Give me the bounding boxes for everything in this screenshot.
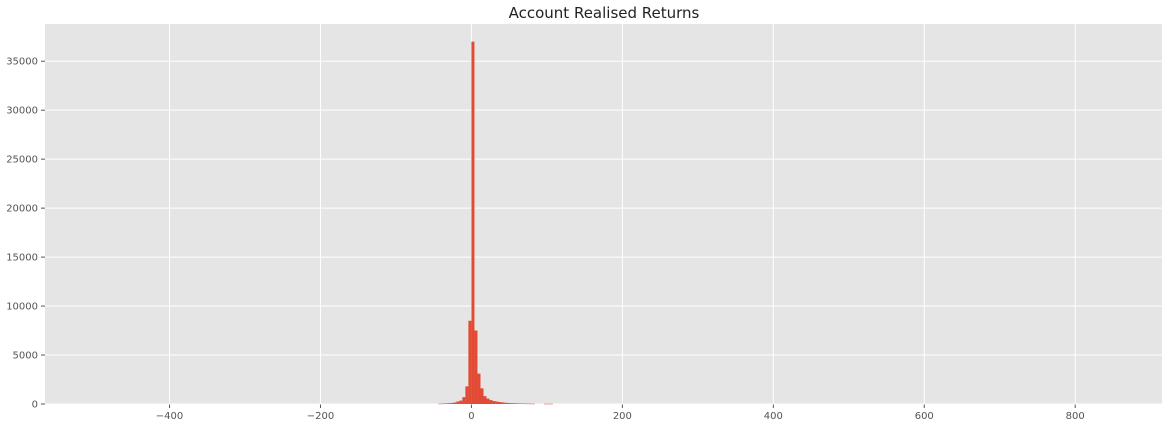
histogram-bar xyxy=(447,403,451,404)
y-tick-label: 0 xyxy=(32,400,38,411)
histogram-bar xyxy=(519,403,523,405)
histogram-bar xyxy=(441,403,445,405)
histogram-bar xyxy=(465,386,469,404)
histogram-bar xyxy=(462,397,466,404)
histogram-bar xyxy=(513,403,517,404)
histogram-bar xyxy=(492,401,496,404)
y-tick-label: 5000 xyxy=(13,351,38,362)
y-tick-label: 30000 xyxy=(6,106,38,117)
x-tick-label: −400 xyxy=(156,411,183,422)
histogram-bar xyxy=(516,403,520,404)
x-tick-label: 200 xyxy=(613,411,632,422)
y-tick-label: 20000 xyxy=(6,204,38,215)
histogram-bar xyxy=(528,403,532,405)
x-tick-label: 400 xyxy=(764,411,783,422)
y-tick-label: 10000 xyxy=(6,302,38,313)
histogram-bar xyxy=(489,400,493,404)
histogram-bar xyxy=(450,403,454,404)
histogram-bar xyxy=(504,402,508,404)
histogram-bar xyxy=(522,403,526,405)
histogram-bar xyxy=(546,403,550,405)
chart-title: Account Realised Returns xyxy=(508,4,700,22)
histogram-bar xyxy=(471,41,475,404)
histogram-bar xyxy=(480,388,484,404)
histogram-bar xyxy=(456,401,460,404)
histogram-bar xyxy=(486,398,490,404)
histogram-bar xyxy=(510,403,514,404)
histogram-bar xyxy=(438,403,442,405)
histogram-bar xyxy=(477,373,481,404)
histogram-bar xyxy=(498,402,502,404)
histogram-bar xyxy=(549,403,553,405)
y-tick-label: 25000 xyxy=(6,155,38,166)
histogram-bar xyxy=(474,330,478,404)
histogram-bar xyxy=(468,320,472,404)
histogram-bar xyxy=(543,403,547,405)
histogram-bar xyxy=(531,403,535,405)
x-tick-label: 600 xyxy=(915,411,934,422)
plot-area xyxy=(45,24,1162,404)
histogram-bar xyxy=(483,396,487,404)
histogram-bar xyxy=(459,400,463,404)
histogram-bar xyxy=(453,402,457,404)
histogram-bar xyxy=(525,403,529,405)
y-tick-label: 15000 xyxy=(6,253,38,264)
histogram-bar xyxy=(507,403,511,404)
x-tick-label: −200 xyxy=(307,411,334,422)
histogram-bar xyxy=(501,402,505,404)
x-tick-label: 800 xyxy=(1066,411,1085,422)
x-tick-label: 0 xyxy=(468,411,474,422)
y-tick-label: 35000 xyxy=(6,57,38,68)
histogram-bar xyxy=(495,401,499,404)
histogram-bar xyxy=(444,403,448,404)
